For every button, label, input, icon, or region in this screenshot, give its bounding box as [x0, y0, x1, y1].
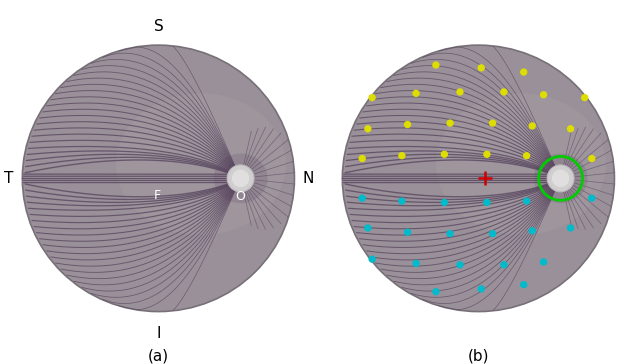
- Point: [499, 89, 509, 95]
- Text: N: N: [303, 171, 314, 186]
- Point: [397, 153, 407, 159]
- Point: [476, 65, 486, 71]
- Point: [411, 90, 421, 96]
- Text: (a): (a): [148, 348, 170, 363]
- Point: [587, 195, 597, 201]
- Circle shape: [547, 165, 574, 192]
- Point: [522, 198, 532, 204]
- Text: O: O: [236, 190, 246, 203]
- Point: [431, 289, 441, 294]
- Point: [476, 286, 486, 292]
- Point: [363, 225, 373, 231]
- Point: [518, 282, 529, 288]
- Point: [455, 89, 465, 95]
- Point: [518, 69, 529, 75]
- Point: [488, 231, 498, 237]
- Point: [538, 259, 548, 265]
- Text: T: T: [4, 171, 14, 186]
- Point: [367, 95, 377, 100]
- Point: [580, 95, 590, 100]
- Point: [499, 262, 509, 268]
- Point: [527, 123, 538, 129]
- Circle shape: [552, 170, 570, 187]
- Point: [565, 225, 575, 231]
- Point: [439, 199, 449, 205]
- Point: [482, 199, 492, 205]
- Ellipse shape: [342, 45, 614, 312]
- Point: [411, 261, 421, 266]
- Text: (b): (b): [468, 348, 490, 363]
- Ellipse shape: [436, 93, 606, 235]
- Point: [488, 120, 498, 126]
- Text: F: F: [154, 189, 161, 202]
- Point: [455, 262, 465, 268]
- Ellipse shape: [116, 93, 286, 235]
- Point: [482, 151, 492, 157]
- Point: [527, 228, 538, 234]
- Point: [431, 62, 441, 68]
- Ellipse shape: [22, 45, 294, 312]
- Circle shape: [232, 170, 250, 187]
- Text: I: I: [156, 326, 161, 341]
- Point: [397, 198, 407, 204]
- Point: [522, 153, 532, 159]
- Circle shape: [227, 165, 254, 192]
- Point: [538, 92, 548, 98]
- Point: [357, 195, 367, 201]
- Text: S: S: [154, 19, 163, 34]
- Point: [367, 256, 377, 262]
- Point: [445, 231, 455, 237]
- Point: [587, 155, 597, 161]
- Point: [445, 120, 455, 126]
- Point: [439, 151, 449, 157]
- Point: [403, 122, 413, 127]
- Point: [403, 229, 413, 235]
- Point: [363, 126, 373, 132]
- Ellipse shape: [534, 154, 588, 203]
- Point: [357, 155, 367, 161]
- Point: [565, 126, 575, 132]
- Ellipse shape: [214, 154, 268, 203]
